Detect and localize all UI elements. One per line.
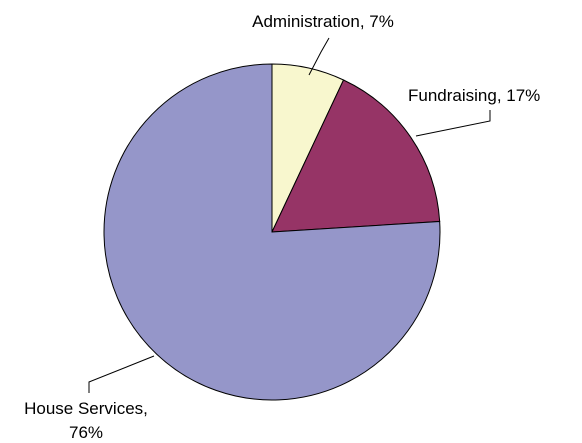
leader-line-administration bbox=[308, 37, 330, 76]
slice-label-house-services: House Services, 76% bbox=[24, 399, 148, 442]
slice-labels: Administration, 7% Fundraising, 17% House … bbox=[24, 12, 540, 442]
slice-label-administration: Administration, 7% bbox=[252, 12, 394, 31]
pie-slice-fundraising bbox=[271, 79, 441, 233]
pie-slice-house-services bbox=[103, 63, 441, 401]
slice-label-fundraising: Fundraising, 17% bbox=[408, 86, 540, 105]
leader-line-fundraising bbox=[415, 110, 491, 137]
leader-lines bbox=[88, 37, 491, 393]
pie-slices bbox=[103, 63, 441, 401]
leader-line-house-services bbox=[88, 355, 155, 393]
